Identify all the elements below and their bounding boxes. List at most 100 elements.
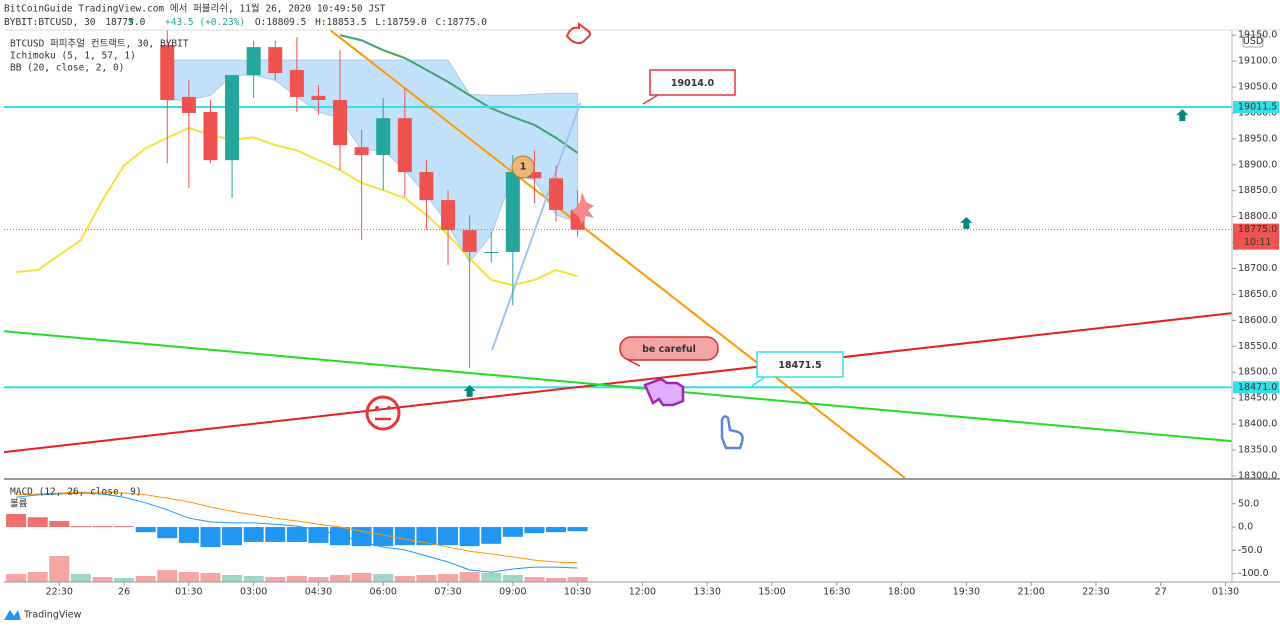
histogram-bar xyxy=(546,527,567,533)
logo xyxy=(4,610,21,620)
volume-bar xyxy=(27,572,48,582)
x-tick-label: 09:00 xyxy=(499,587,526,598)
histogram-bar xyxy=(114,526,135,528)
volume-bar xyxy=(351,573,372,582)
hand-icon xyxy=(643,377,685,407)
arrow-marker xyxy=(960,216,973,229)
indicator-line xyxy=(339,34,579,154)
volume-bar xyxy=(286,576,307,582)
y-tick-label: 18500.0 xyxy=(1238,367,1277,378)
candle-body xyxy=(268,47,283,74)
price-tag-label: 19011.5 xyxy=(1238,102,1277,113)
volume-title: 볼륨 xyxy=(10,499,28,510)
x-tick-label: 06:00 xyxy=(370,587,397,598)
price: 18775.0 xyxy=(105,17,145,28)
histogram-bar xyxy=(200,527,221,548)
ohlc-high: H:18853.5 xyxy=(315,17,366,28)
histogram-bar xyxy=(459,527,480,547)
x-tick-label: 16:30 xyxy=(823,587,850,598)
callout-box xyxy=(619,336,719,361)
volume-bar xyxy=(502,575,523,582)
y-tick-label: 18550.0 xyxy=(1238,341,1277,352)
volume-bar xyxy=(6,574,27,582)
histogram-bar xyxy=(438,527,459,546)
y-tick-label: -100.0 xyxy=(1238,568,1269,579)
y-tick-label: 18800.0 xyxy=(1238,211,1277,222)
volume-bar xyxy=(394,576,415,582)
candle-body xyxy=(441,200,456,231)
x-tick-label: 19:30 xyxy=(953,587,980,598)
candle-body xyxy=(527,172,542,179)
candle-body xyxy=(246,47,261,76)
currency-box xyxy=(1242,34,1264,48)
y-tick-label: 18700.0 xyxy=(1238,263,1277,274)
footer: TradingView xyxy=(4,610,82,621)
y-tick-label: 19050.0 xyxy=(1238,82,1277,93)
macd-pane xyxy=(6,491,588,582)
x-tick-label: 22:30 xyxy=(1082,587,1109,598)
x-tick-label: 15:00 xyxy=(758,587,785,598)
arrow-icon xyxy=(572,192,594,224)
volume-bar xyxy=(481,573,502,582)
icons xyxy=(365,22,744,450)
legend: BTCUSD 퍼피추얼 컨트랙트, 30, BYBIT Ichimoku (5,… xyxy=(10,39,189,510)
volume-bar xyxy=(70,574,91,582)
y-tick-label: 18400.0 xyxy=(1238,419,1277,430)
y-tick-label: 18900.0 xyxy=(1238,159,1277,170)
change: +43.5 (+0.23%) xyxy=(165,17,245,28)
footer-brand: TradingView xyxy=(23,610,82,621)
trend-line xyxy=(4,312,1232,454)
volume-bar xyxy=(265,577,286,582)
badge xyxy=(511,155,535,179)
histogram-bar xyxy=(6,514,27,528)
price-tag xyxy=(1233,101,1279,113)
histogram-bar xyxy=(502,527,523,537)
face-eye xyxy=(387,406,391,410)
histogram-bar xyxy=(27,517,48,528)
macd-title: MACD (12, 26, close, 9) xyxy=(10,487,142,498)
last-price-tag xyxy=(1233,223,1279,250)
main-pane xyxy=(4,30,1232,478)
x-tick-label: 21:00 xyxy=(1017,587,1044,598)
volume-bar xyxy=(200,573,221,582)
last-price-label: 18775.0 xyxy=(1238,224,1277,235)
volume-bar xyxy=(157,570,178,582)
histogram-bar xyxy=(373,527,394,547)
face-icon xyxy=(365,395,401,431)
histogram-bar xyxy=(157,527,178,539)
candle-body xyxy=(225,75,240,161)
y-tick-label: 19150.0 xyxy=(1238,30,1277,41)
callout-pointer xyxy=(751,376,766,387)
candle-body xyxy=(376,118,391,155)
arrow-marker xyxy=(1176,109,1189,122)
candle-body xyxy=(484,251,499,253)
trend-line xyxy=(491,102,582,351)
callout-pointer xyxy=(642,94,659,105)
x-tick-label: 12:00 xyxy=(629,587,656,598)
candle-body xyxy=(181,96,196,113)
x-tick-label: 22:30 xyxy=(46,587,73,598)
volume-bar xyxy=(243,576,264,582)
x-tick-label: 13:30 xyxy=(693,587,720,598)
hand-icon xyxy=(720,415,744,450)
x-tick-label: 01:30 xyxy=(175,587,202,598)
y-tick-label: 18300.0 xyxy=(1238,470,1277,481)
histogram-bar xyxy=(330,527,351,546)
histogram-bar xyxy=(243,527,264,542)
volume-bar xyxy=(114,578,135,582)
volume-bar xyxy=(524,577,545,582)
legend-entry: BTCUSD 퍼피추얼 컨트랙트, 30, BYBIT xyxy=(10,39,189,50)
x-tick-label: 03:00 xyxy=(240,587,267,598)
volume-bar xyxy=(546,578,567,582)
callout-text: be careful xyxy=(642,344,696,355)
candle-body xyxy=(203,111,218,161)
badge-label: 1 xyxy=(520,162,527,173)
arrow-marker xyxy=(463,384,476,397)
histogram-bar xyxy=(286,527,307,542)
histogram-bar xyxy=(92,526,113,528)
candle-body xyxy=(505,172,520,252)
x-tick-label: 10:30 xyxy=(564,587,591,598)
volume-bar xyxy=(330,575,351,582)
callout-pointer xyxy=(627,359,641,367)
